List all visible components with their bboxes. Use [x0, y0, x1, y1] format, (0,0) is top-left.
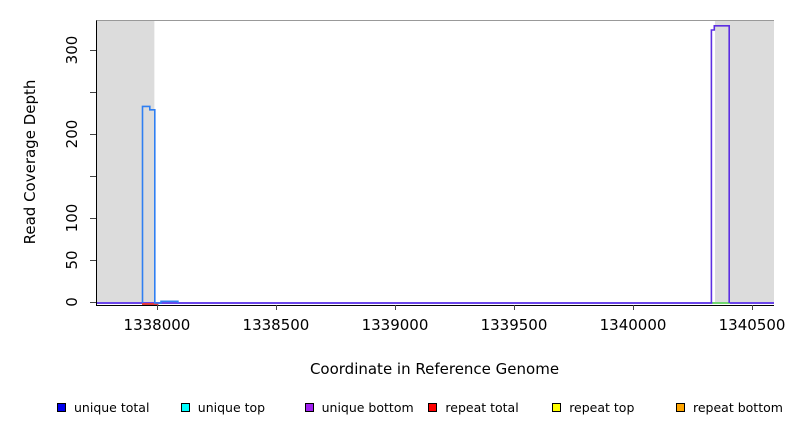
- legend-swatch-repeat-bottom: [676, 402, 685, 412]
- series-unique-bottom: [710, 25, 731, 303]
- y-axis-tick: [90, 134, 96, 135]
- legend-item-unique-total: unique total: [57, 399, 150, 415]
- x-axis-tick: [394, 305, 396, 310]
- legend-item-unique-bottom: unique bottom: [304, 399, 414, 415]
- y-axis-tick-label: 0: [63, 297, 81, 307]
- y-axis-tick-label: 50: [63, 250, 81, 270]
- legend-swatch-unique-bottom: [304, 402, 314, 412]
- legend-label: unique total: [74, 399, 150, 415]
- y-axis-tick: [90, 50, 96, 51]
- x-axis-tick: [633, 305, 635, 310]
- x-axis-tick: [514, 305, 515, 310]
- legend-swatch-unique-total: [57, 402, 66, 412]
- x-axis-tick-label: 1339000: [361, 316, 429, 334]
- legend-item-repeat-top: repeat top: [552, 399, 635, 415]
- x-axis-title: Coordinate in Reference Genome: [309, 360, 560, 378]
- legend-label: repeat total: [445, 399, 519, 415]
- legend-label: repeat bottom: [693, 399, 783, 415]
- x-axis-tick-label: 1338000: [123, 316, 191, 334]
- legend-item-repeat-total: repeat total: [428, 399, 519, 415]
- x-axis-tick-label: 1340500: [718, 316, 786, 334]
- y-axis-title: Read Coverage Depth: [21, 79, 39, 245]
- shaded-region: [97, 21, 155, 304]
- plot-canvas: [97, 21, 774, 305]
- series-unique-total: [141, 105, 179, 304]
- legend-swatch-repeat-top: [552, 402, 562, 412]
- y-axis-tick: [90, 218, 96, 219]
- legend-label: repeat top: [569, 399, 635, 415]
- shaded-region: [714, 21, 774, 304]
- x-axis-tick-label: 1338500: [242, 316, 310, 334]
- y-axis-tick: [90, 176, 96, 177]
- legend-item-unique-top: unique top: [180, 399, 266, 415]
- x-axis-tick: [752, 305, 754, 310]
- legend-label: unique top: [197, 399, 266, 415]
- x-axis-tick-label: 1340000: [599, 316, 667, 334]
- legend-swatch-repeat-total: [428, 402, 438, 412]
- legend-item-repeat-bottom: repeat bottom: [676, 399, 783, 415]
- y-axis-tick-label: 100: [63, 203, 81, 233]
- x-axis-tick: [156, 305, 158, 310]
- legend-swatch-unique-top: [180, 402, 190, 412]
- x-axis-tick: [275, 305, 277, 310]
- plot-area: [96, 20, 774, 306]
- y-axis-tick: [90, 92, 96, 93]
- x-axis-tick-label: 1339500: [480, 316, 548, 334]
- y-axis-tick: [90, 260, 96, 261]
- y-axis-tick: [90, 302, 96, 303]
- y-axis-tick-label: 200: [63, 119, 81, 149]
- y-axis-tick-label: 300: [63, 35, 81, 65]
- legend-label: unique bottom: [321, 399, 414, 415]
